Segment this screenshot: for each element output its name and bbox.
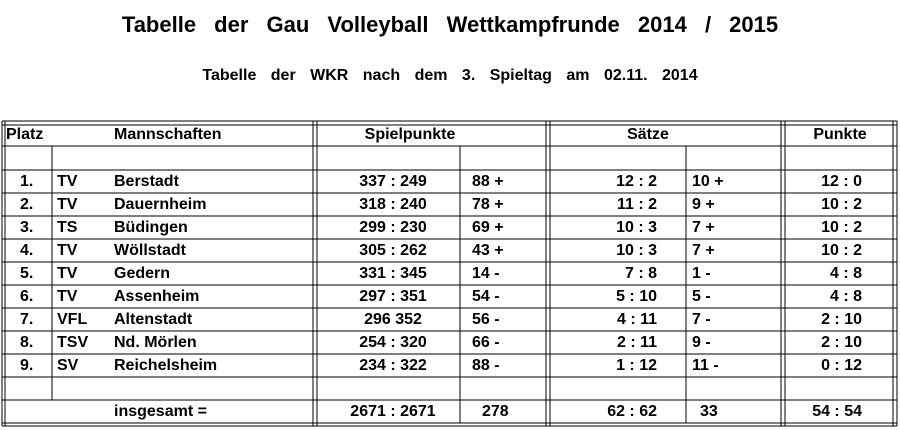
cell: 10 : 3 (616, 242, 657, 259)
cell: 43 + (472, 242, 504, 259)
column-header: Sätze (627, 126, 669, 143)
cell: 11 : 2 (617, 196, 657, 213)
cell: 66 - (472, 334, 500, 351)
cell: 10 : 2 (821, 242, 862, 259)
cell: 2 : 10 (821, 311, 862, 328)
cell: TV (57, 242, 78, 259)
cell: 56 - (472, 311, 500, 328)
total-cell: insgesamt = (114, 403, 207, 420)
cell: 7. (20, 311, 33, 328)
cell: Assenheim (114, 288, 199, 305)
cell: 2. (20, 196, 33, 213)
cell: Dauernheim (114, 196, 206, 213)
total-cell: 54 : 54 (812, 403, 862, 420)
cell: Gedern (114, 265, 170, 282)
cell: 9. (20, 357, 33, 374)
cell: 331 : 345 (359, 265, 427, 282)
cell: 4 : 8 (830, 288, 862, 305)
cell: 2 : 11 (617, 334, 657, 351)
cell: 297 : 351 (359, 288, 427, 305)
cell: 2 : 10 (821, 334, 862, 351)
cell: 234 : 322 (359, 357, 427, 374)
cell: 299 : 230 (359, 219, 427, 236)
cell: 10 : 2 (821, 196, 862, 213)
cell: 337 : 249 (359, 173, 427, 190)
cell: TSV (57, 334, 88, 351)
cell: 1 - (692, 265, 711, 282)
cell: 5 - (692, 288, 711, 305)
cell: 10 : 2 (821, 219, 862, 236)
cell: Büdingen (114, 219, 188, 236)
cell: 88 + (472, 173, 504, 190)
cell: 14 - (472, 265, 500, 282)
total-cell: 278 (482, 403, 509, 420)
cell: 254 : 320 (359, 334, 427, 351)
total-cell: 2671 : 2671 (350, 403, 436, 420)
column-header: Spielpunkte (365, 126, 456, 143)
cell: 9 - (692, 334, 711, 351)
cell: TV (57, 265, 78, 282)
cell: 11 - (692, 357, 719, 374)
cell: 12 : 2 (616, 173, 657, 190)
column-header: Punkte (813, 126, 866, 143)
cell: 296 352 (364, 311, 422, 328)
cell: 7 + (692, 219, 715, 236)
cell: 7 + (692, 242, 715, 259)
cell: 54 - (472, 288, 500, 305)
cell: 4. (20, 242, 33, 259)
cell: 305 : 262 (359, 242, 427, 259)
column-header: Platz (6, 126, 43, 143)
cell: TV (57, 288, 78, 305)
cell: TV (57, 173, 78, 190)
cell: 10 : 3 (616, 219, 657, 236)
cell: 6. (20, 288, 33, 305)
total-cell: 62 : 62 (607, 403, 657, 420)
cell: 7 : 8 (625, 265, 657, 282)
cell: 4 : 8 (830, 265, 862, 282)
cell: Altenstadt (114, 311, 193, 328)
cell: 4 : 11 (617, 311, 657, 328)
cell: 7 - (692, 311, 711, 328)
cell: Wöllstadt (114, 242, 187, 259)
cell: Reichelsheim (114, 357, 217, 374)
cell: 5 : 10 (616, 288, 657, 305)
cell: Nd. Mörlen (114, 334, 197, 351)
total-cell: 33 (700, 403, 718, 420)
cell: VFL (57, 311, 87, 328)
column-header: Mannschaften (114, 126, 222, 143)
cell: 5. (20, 265, 33, 282)
cell: 69 + (472, 219, 504, 236)
cell: 0 : 12 (821, 357, 862, 374)
cell: 3. (20, 219, 33, 236)
cell: 1 : 12 (616, 357, 657, 374)
cell: 78 + (472, 196, 504, 213)
cell: 8. (20, 334, 33, 351)
cell: TS (57, 219, 78, 236)
cell: 9 + (692, 196, 715, 213)
cell: SV (57, 357, 79, 374)
cell: Berstadt (114, 173, 180, 190)
cell: 318 : 240 (359, 196, 427, 213)
cell: 12 : 0 (821, 173, 862, 190)
title: Tabelle der Gau Volleyball Wettkampfrund… (122, 12, 778, 37)
cell: 10 + (692, 173, 724, 190)
cell: 1. (20, 173, 33, 190)
cell: TV (57, 196, 78, 213)
cell: 88 - (472, 357, 500, 374)
subtitle: Tabelle der WKR nach dem 3. Spieltag am … (202, 67, 697, 84)
